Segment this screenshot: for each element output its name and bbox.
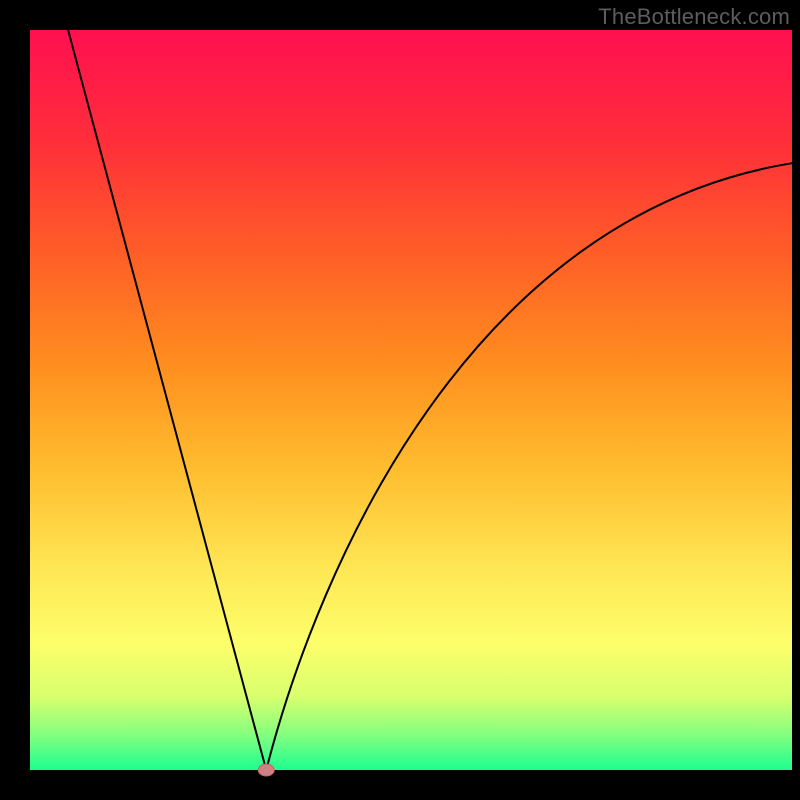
chart-container: TheBottleneck.com — [0, 0, 800, 800]
watermark-text: TheBottleneck.com — [598, 4, 790, 30]
bottleneck-chart — [0, 0, 800, 800]
plot-area — [30, 30, 792, 770]
minimum-marker — [258, 764, 274, 776]
